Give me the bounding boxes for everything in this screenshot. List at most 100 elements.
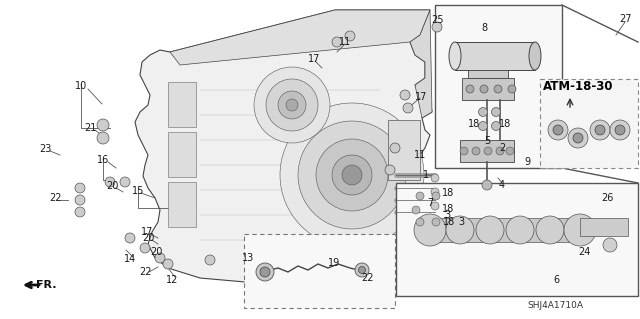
Text: 7: 7 <box>427 198 433 208</box>
Circle shape <box>403 103 413 113</box>
Text: 13: 13 <box>242 253 254 263</box>
Text: 15: 15 <box>132 186 144 196</box>
Circle shape <box>476 216 504 244</box>
Text: 4: 4 <box>499 180 505 190</box>
Circle shape <box>568 128 588 148</box>
Text: 9: 9 <box>524 157 530 167</box>
Circle shape <box>286 99 298 111</box>
Circle shape <box>105 177 115 187</box>
Circle shape <box>480 85 488 93</box>
Circle shape <box>332 37 342 47</box>
Text: 20: 20 <box>142 233 154 243</box>
Circle shape <box>414 214 446 246</box>
Circle shape <box>536 216 564 244</box>
Circle shape <box>431 202 439 210</box>
Circle shape <box>432 192 440 200</box>
Circle shape <box>431 174 439 182</box>
Circle shape <box>508 85 516 93</box>
Circle shape <box>506 147 514 155</box>
Text: 18: 18 <box>443 217 455 227</box>
Circle shape <box>416 192 424 200</box>
Text: 22: 22 <box>362 273 374 283</box>
Circle shape <box>316 139 388 211</box>
Text: 8: 8 <box>481 23 487 33</box>
Text: 18: 18 <box>499 119 511 129</box>
Circle shape <box>603 238 617 252</box>
Bar <box>244 234 395 308</box>
Circle shape <box>432 218 440 226</box>
Text: 24: 24 <box>578 247 590 257</box>
Bar <box>468 70 508 78</box>
Text: 20: 20 <box>106 181 118 191</box>
Text: 11: 11 <box>339 37 351 47</box>
Bar <box>455 42 535 70</box>
Polygon shape <box>410 10 432 118</box>
Circle shape <box>400 90 410 100</box>
Circle shape <box>506 216 534 244</box>
Text: 20: 20 <box>150 247 162 257</box>
Circle shape <box>280 103 424 247</box>
Circle shape <box>163 259 173 269</box>
Circle shape <box>97 119 109 131</box>
Text: 18: 18 <box>442 188 454 198</box>
Circle shape <box>260 267 270 277</box>
Circle shape <box>432 22 442 32</box>
Circle shape <box>446 216 474 244</box>
Bar <box>460 140 514 162</box>
Circle shape <box>125 233 135 243</box>
Text: ATM-18-30: ATM-18-30 <box>543 79 613 93</box>
Circle shape <box>256 263 274 281</box>
Ellipse shape <box>529 42 541 70</box>
Text: SHJ4A1710A: SHJ4A1710A <box>527 300 583 309</box>
Bar <box>462 78 514 100</box>
Circle shape <box>564 214 596 246</box>
Circle shape <box>590 120 610 140</box>
Circle shape <box>492 108 500 116</box>
Text: 23: 23 <box>39 144 51 154</box>
Text: 27: 27 <box>620 14 632 24</box>
Bar <box>396 183 638 296</box>
Circle shape <box>595 125 605 135</box>
Text: 25: 25 <box>431 15 444 25</box>
Circle shape <box>140 243 150 253</box>
Ellipse shape <box>449 42 461 70</box>
Circle shape <box>412 206 420 214</box>
Text: 6: 6 <box>553 275 559 285</box>
Circle shape <box>278 91 306 119</box>
Circle shape <box>342 165 362 185</box>
Circle shape <box>155 253 165 263</box>
Circle shape <box>494 85 502 93</box>
Bar <box>540 79 638 168</box>
Circle shape <box>120 177 130 187</box>
Circle shape <box>358 266 365 273</box>
Text: 12: 12 <box>166 275 178 285</box>
Bar <box>580 218 628 236</box>
Polygon shape <box>135 10 432 285</box>
Polygon shape <box>170 10 430 65</box>
Text: 14: 14 <box>124 254 136 264</box>
Bar <box>245 252 320 282</box>
Circle shape <box>385 165 395 175</box>
Circle shape <box>345 31 355 41</box>
Text: 1: 1 <box>423 170 429 180</box>
Circle shape <box>460 147 468 155</box>
Text: 21: 21 <box>84 123 96 133</box>
Bar <box>435 5 562 168</box>
Text: 18: 18 <box>468 119 480 129</box>
Circle shape <box>97 132 109 144</box>
Circle shape <box>615 125 625 135</box>
Circle shape <box>548 120 568 140</box>
Circle shape <box>75 207 85 217</box>
Text: 22: 22 <box>139 267 151 277</box>
Text: 17: 17 <box>141 227 153 237</box>
Text: 26: 26 <box>601 193 613 203</box>
Text: FR.: FR. <box>36 280 56 290</box>
Circle shape <box>553 125 563 135</box>
Circle shape <box>75 195 85 205</box>
Text: 16: 16 <box>97 155 109 165</box>
Text: 10: 10 <box>75 81 87 91</box>
Bar <box>430 218 580 242</box>
Text: 22: 22 <box>49 193 61 203</box>
Circle shape <box>431 188 439 196</box>
Circle shape <box>75 183 85 193</box>
